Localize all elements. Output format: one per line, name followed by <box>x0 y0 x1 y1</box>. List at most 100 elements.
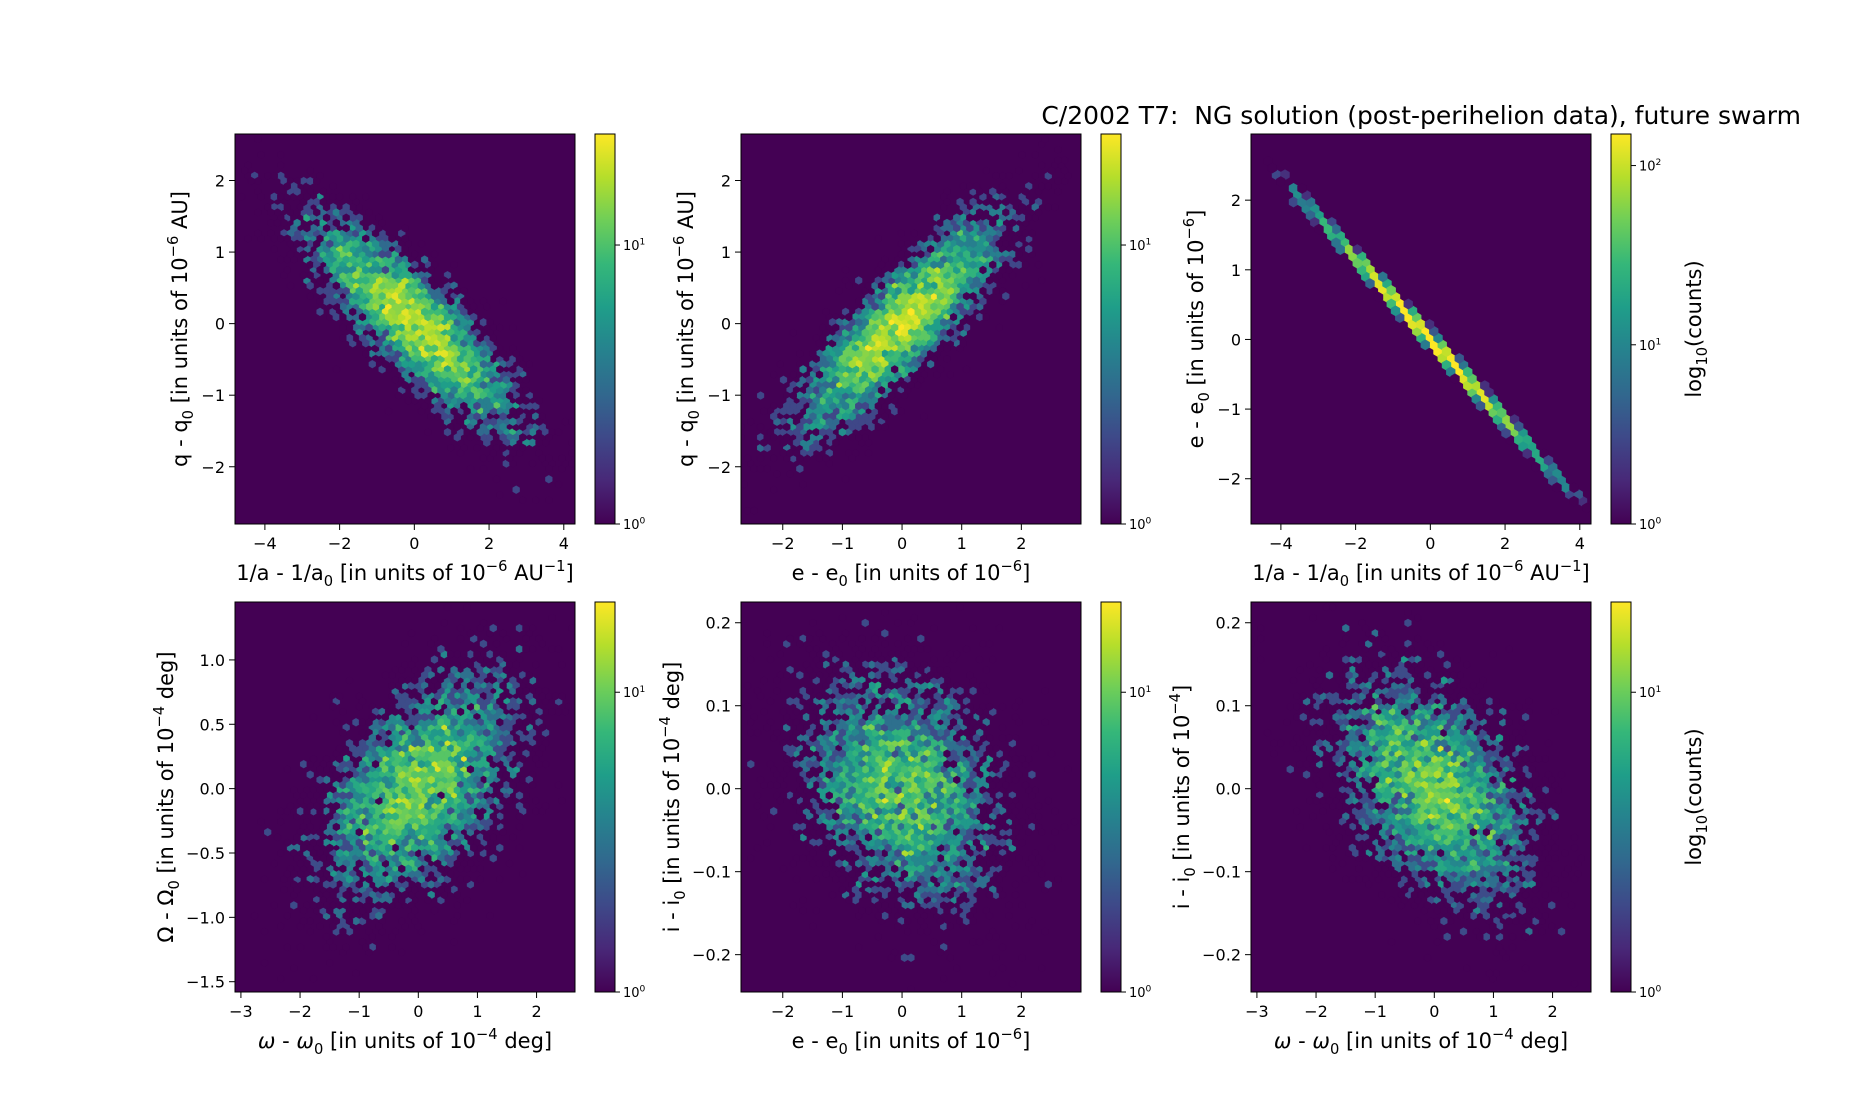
hexbin-cell <box>277 807 284 815</box>
hexbin-cell <box>940 975 947 983</box>
hexbin-cell <box>823 713 830 721</box>
hexbin-cell <box>421 671 428 679</box>
hexbin-cell <box>904 635 911 643</box>
hexbin-cell <box>385 407 392 415</box>
hexbin-cell <box>477 428 484 436</box>
hexbin-cell <box>793 833 800 841</box>
hexbin-cell <box>924 708 931 716</box>
hexbin-cell <box>888 682 895 690</box>
hexbin-cell <box>944 750 951 758</box>
hexbin-cell <box>1029 229 1036 237</box>
hexbin-cell <box>340 865 347 873</box>
hexbin-cell <box>559 692 566 700</box>
hexbin-cell <box>271 245 278 253</box>
hexbin-cell <box>813 781 820 789</box>
hexbin-cell <box>464 407 471 415</box>
hexbin-cell <box>1035 261 1042 269</box>
hexbin-cell <box>829 891 836 899</box>
hexbin-cell <box>747 729 754 737</box>
hexbin-cell <box>1071 818 1078 826</box>
hexbin-cell <box>747 418 754 426</box>
hexbin-cell <box>881 629 888 637</box>
hexbin-cell <box>862 350 869 358</box>
hexbin-cell <box>496 792 503 800</box>
hexbin-cell <box>790 392 797 400</box>
hexbin-cell <box>366 865 373 873</box>
y-tick-label: 0 <box>215 315 225 334</box>
hexbin-cell <box>849 786 856 794</box>
hexbin-cell <box>764 724 771 732</box>
hexbin-cell <box>963 365 970 373</box>
hexbin-cell <box>523 386 530 394</box>
hexbin-cell <box>947 818 954 826</box>
hexbin-cell <box>431 282 438 290</box>
x-tick-label: 4 <box>1575 534 1585 553</box>
hexbin-cell <box>415 692 422 700</box>
hexbin-cell <box>950 718 957 726</box>
hexbin-cell <box>980 881 987 889</box>
hexbin-cell <box>496 718 503 726</box>
hexbin-cell <box>908 308 915 316</box>
hexbin-cell <box>1022 229 1029 237</box>
hexbin-cell <box>313 209 320 217</box>
hexbin-cell <box>346 771 353 779</box>
hexbin-cell <box>460 692 467 700</box>
hexbin-cell <box>1002 198 1009 206</box>
hexbin-cell <box>411 917 418 925</box>
hexbin-cell <box>555 781 562 789</box>
hexbin-cell <box>800 896 807 904</box>
hexbin-cell <box>395 765 402 773</box>
hexbin-cell <box>993 807 1000 815</box>
hexbin-cell <box>487 797 494 805</box>
hexbin-cell <box>487 713 494 721</box>
hexbin-cell <box>823 870 830 878</box>
hexbin-cell <box>343 912 350 920</box>
hexbin-cell <box>924 865 931 873</box>
hexbin-cell <box>369 277 376 285</box>
hexbin-cell <box>836 661 843 669</box>
hexbin-cell <box>451 718 458 726</box>
hexbin-cell <box>901 713 908 721</box>
hexbin-cell <box>911 645 918 653</box>
hexbin-cell <box>402 745 409 753</box>
hexbin-cell <box>438 645 445 653</box>
hexbin-cell <box>947 329 954 337</box>
hexbin-cell <box>320 854 327 862</box>
hexbin-cell <box>372 313 379 321</box>
hexbin-cell <box>441 350 448 358</box>
hexbin-cell <box>480 465 487 473</box>
hexbin-cell <box>385 750 392 758</box>
hexbin-cell <box>783 402 790 410</box>
hexbin-cell <box>1029 854 1036 862</box>
hexbin-cell <box>441 392 448 400</box>
hexbin-cell <box>846 854 853 862</box>
hexbin-cell <box>379 240 386 248</box>
hexbin-cell <box>960 182 967 190</box>
hexbin-cell <box>555 481 562 489</box>
hexbin-cell <box>326 240 333 248</box>
hexbin-cell <box>330 943 337 951</box>
colorbar-tick-label: 100 <box>1639 517 1662 533</box>
hexbin-cell <box>878 261 885 269</box>
hexbin-cell <box>891 261 898 269</box>
hexbin-cell <box>953 964 960 972</box>
hexbin-cell <box>917 677 924 685</box>
x-tick-label: −4 <box>1269 534 1293 553</box>
hexbin-cell <box>810 713 817 721</box>
hexbin-cell <box>855 433 862 441</box>
hexbin-cell <box>859 697 866 705</box>
hexbin-cell <box>842 266 849 274</box>
hexbin-cell <box>855 734 862 742</box>
y-tick-label: −2 <box>201 458 225 477</box>
hexbin-cell <box>317 235 324 243</box>
hexbin-cell <box>819 823 826 831</box>
hexbin-cell <box>245 235 252 243</box>
hexbin-cell <box>421 308 428 316</box>
hexbin-cell <box>477 697 484 705</box>
colorbar <box>595 602 615 992</box>
hexbin-cell <box>307 292 314 300</box>
hexbin-cell <box>999 943 1006 951</box>
hexbin-cell <box>411 771 418 779</box>
hexbin-cell <box>931 303 938 311</box>
hexbin-cell <box>559 661 566 669</box>
